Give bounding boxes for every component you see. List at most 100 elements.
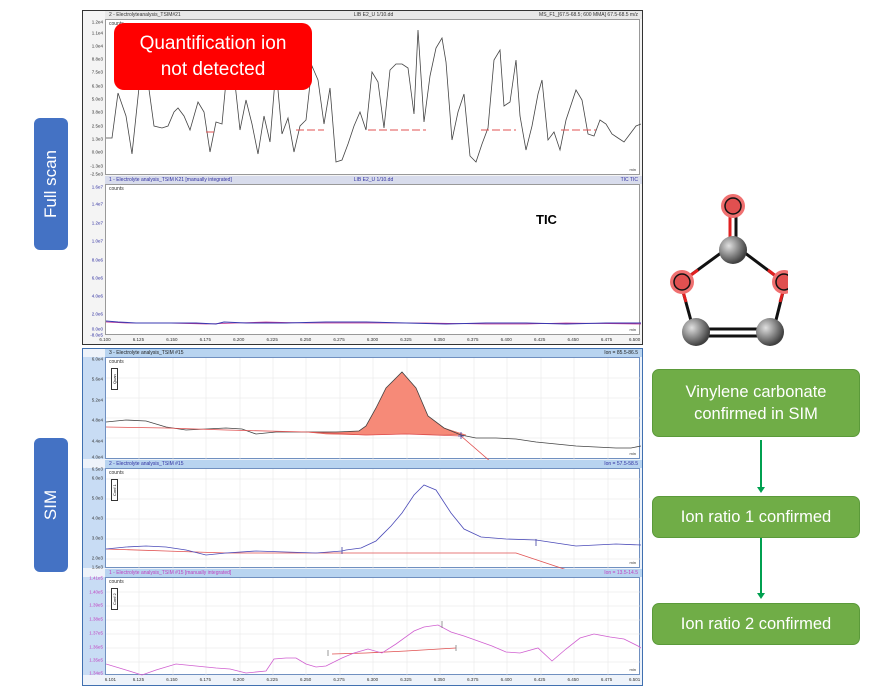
y-tick: 1.5e3 bbox=[91, 564, 103, 570]
panel-title-bar: 2 - Electrolyte analysis_TSIM #15 Ion = … bbox=[105, 460, 642, 468]
x-tick: 6.100 bbox=[99, 337, 111, 342]
ion-ratio-1-box: Ion ratio 1 confirmed bbox=[652, 496, 860, 538]
full-scan-window: 2 - Electrolyteanalysis_TSIM#21 LIB E2_U… bbox=[82, 10, 643, 345]
y-tick: 1.2e4 bbox=[91, 19, 103, 25]
panel-title-mid: LIB E2_U 1/10.dd bbox=[353, 12, 394, 18]
y-tick: -2.5e3 bbox=[90, 171, 103, 177]
tic-trace bbox=[106, 320, 641, 325]
quan-ion-not-detected-callout: Quantification ion not detected bbox=[114, 23, 312, 90]
y-tick: 1.35e5 bbox=[89, 657, 103, 663]
full-scan-tic-panel: 1 - Electrolyte analysis_TSIM K21 [manua… bbox=[83, 176, 642, 345]
x-axis: 6.100 6.125 6.150 6.175 6.200 6.225 6.25… bbox=[99, 335, 640, 345]
y-tick: 0.0e0 bbox=[91, 326, 103, 332]
y-tick: 1.2e7 bbox=[91, 220, 103, 225]
sim-conf1-panel: 2 - Electrolyte analysis_TSIM #15 Ion = … bbox=[83, 460, 642, 570]
counts-label: counts bbox=[109, 579, 124, 585]
x-tick: 6.375 bbox=[467, 677, 479, 682]
x-tick: 6.350 bbox=[433, 337, 446, 342]
y-tick: 4.4e4 bbox=[91, 438, 103, 444]
y-tick: 4.0e6 bbox=[91, 293, 103, 299]
sim-conf2-panel: 1 - Electrolyte analysis_TSIM #15 [manua… bbox=[83, 569, 642, 685]
panel-title-left: 2 - Electrolyteanalysis_TSIM#21 bbox=[109, 12, 181, 18]
y-axis: 6.0e4 5.6e4 5.2e4 4.8e4 4.4e4 4.0e4 bbox=[83, 357, 105, 459]
y-tick: 2.0e3 bbox=[91, 555, 103, 561]
x-axis: 6.101 6.125 6.150 6.175 6.200 6.225 6.25… bbox=[105, 675, 641, 685]
y-tick: 1.6e7 bbox=[91, 184, 103, 190]
y-tick: 1.1e4 bbox=[91, 30, 103, 36]
y-tick: 1.0e4 bbox=[91, 43, 103, 49]
vinylene-carbonate-molecule-icon bbox=[670, 194, 788, 346]
y-tick: 4.0e4 bbox=[91, 454, 103, 460]
y-tick: 1.40e5 bbox=[89, 589, 103, 595]
ion-ratio-1-label: Ion ratio 1 confirmed bbox=[680, 508, 832, 526]
y-tick: -8.0e5 bbox=[90, 332, 103, 338]
x-tick: 6.325 bbox=[400, 337, 412, 342]
y-tick: 3.8e3 bbox=[91, 109, 103, 115]
conf1-sim-trace bbox=[106, 469, 641, 569]
x-tick: 6.425 bbox=[534, 337, 546, 342]
plot-area[interactable]: counts TIC min bbox=[105, 184, 641, 335]
y-tick: 0.0e0 bbox=[91, 149, 103, 155]
y-axis: 1.6e7 1.4e7 1.2e7 1.0e7 8.0e6 6.0e6 4.0e… bbox=[83, 184, 105, 338]
y-tick: 8.8e3 bbox=[91, 56, 103, 62]
x-tick: 6.501 bbox=[629, 677, 641, 682]
y-tick: 5.0e3 bbox=[91, 96, 103, 102]
y-tick: 6.0e3 bbox=[91, 475, 103, 481]
y-tick: 5.2e4 bbox=[91, 397, 103, 403]
y-tick: 6.0e6 bbox=[91, 275, 103, 281]
x-tick: 6.475 bbox=[600, 677, 613, 682]
sim-window: 3 - Electrolyte analysis_TSIM #15 Ion = … bbox=[82, 348, 643, 686]
full-scan-label: Full scan bbox=[34, 118, 68, 250]
ion-tag-conf2: Conf 2 bbox=[111, 588, 118, 610]
ion-ratio-2-label: Ion ratio 2 confirmed bbox=[680, 615, 832, 633]
min-label: min bbox=[629, 667, 636, 672]
plot-area[interactable]: counts Quan min bbox=[105, 357, 641, 460]
x-tick: 6.225 bbox=[266, 337, 278, 342]
y-tick: 3.0e3 bbox=[91, 535, 103, 541]
y-tick: 1.39e5 bbox=[89, 602, 103, 608]
plot-area[interactable]: counts Conf 2 min bbox=[105, 577, 641, 676]
y-tick: 1.37e5 bbox=[89, 630, 103, 636]
y-tick: 7.5e3 bbox=[91, 69, 103, 75]
y-tick: 5.0e3 bbox=[91, 495, 103, 501]
x-tick: 6.400 bbox=[500, 677, 512, 682]
x-tick: 6.200 bbox=[233, 677, 245, 682]
panel-title-right: Ion = 57.5-58.5 bbox=[604, 461, 638, 467]
panel-title-mid: LIB E2_U 1/10.dd bbox=[353, 177, 394, 183]
y-tick: 1.36e5 bbox=[89, 644, 103, 650]
y-axis: 1.2e4 1.1e4 1.0e4 8.8e3 7.5e3 6.3e3 5.0e… bbox=[83, 19, 105, 177]
sim-label-text: SIM bbox=[40, 489, 60, 521]
x-tick: 6.250 bbox=[299, 677, 312, 682]
y-tick: 6.0e4 bbox=[91, 356, 103, 362]
x-tick: 6.275 bbox=[333, 337, 345, 342]
counts-label: counts bbox=[109, 359, 124, 365]
x-tick: 6.150 bbox=[166, 337, 178, 342]
plot-area[interactable]: counts Quantification ion not detected m… bbox=[105, 19, 641, 175]
x-tick: 6.250 bbox=[299, 337, 312, 342]
ion-tag-conf1: Conf 1 bbox=[111, 479, 118, 501]
plot-area[interactable]: counts Conf 1 min bbox=[105, 468, 641, 569]
y-tick: 1.34e5 bbox=[89, 670, 103, 676]
quan-ion-trace bbox=[106, 29, 641, 163]
panel-title-left: 1 - Electrolyte analysis_TSIM #15 [manua… bbox=[109, 570, 232, 576]
panel-title-bar: 2 - Electrolyteanalysis_TSIM#21 LIB E2_U… bbox=[105, 11, 642, 19]
y-tick: 6.5e3 bbox=[91, 466, 103, 472]
tic-annotation: TIC bbox=[536, 212, 557, 227]
arrow-down-icon bbox=[757, 440, 765, 493]
ion-tag-quan: Quan bbox=[111, 368, 118, 390]
counts-label: counts bbox=[109, 21, 124, 27]
y-tick: 8.0e6 bbox=[91, 257, 103, 262]
y-tick: 4.8e4 bbox=[91, 417, 103, 423]
x-tick: 6.300 bbox=[366, 337, 379, 342]
counts-label: counts bbox=[109, 470, 124, 476]
vc-confirmed-line1: Vinylene carbonate bbox=[685, 383, 827, 401]
x-tick: 6.475 bbox=[600, 337, 613, 342]
full-scan-quan-panel: 2 - Electrolyteanalysis_TSIM#21 LIB E2_U… bbox=[83, 11, 642, 177]
arrow-down-icon bbox=[757, 538, 765, 599]
x-tick: 6.175 bbox=[199, 337, 211, 342]
y-tick: 1.41e5 bbox=[89, 575, 103, 581]
conf2-sim-trace bbox=[106, 578, 641, 676]
panel-title-right: Ion = 13.5-14.5 bbox=[604, 570, 638, 576]
x-tick: 6.450 bbox=[567, 337, 579, 342]
x-tick: 6.300 bbox=[366, 677, 379, 682]
